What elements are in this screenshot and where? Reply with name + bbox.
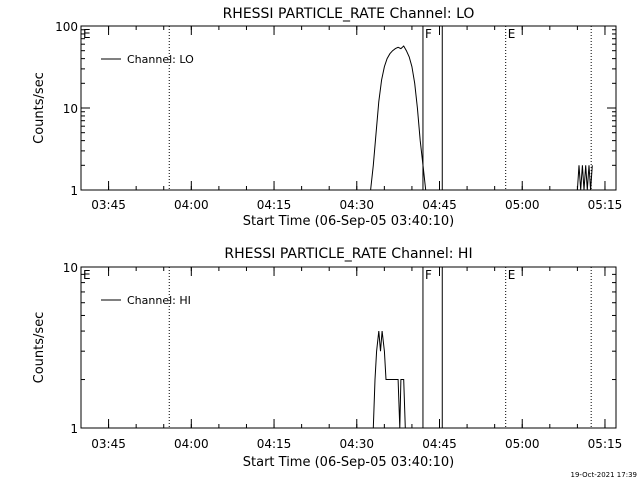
- series-line: [370, 45, 427, 191]
- x-axis-label: Start Time (06-Sep-05 03:40:10): [243, 455, 454, 470]
- y-tick-label: 10: [63, 102, 78, 116]
- y-axis-label: Counts/sec: [32, 72, 47, 144]
- y-axis-label: Counts/sec: [32, 312, 47, 384]
- plot-frame: [80, 266, 617, 429]
- marker-label: F: [425, 27, 432, 41]
- x-tick-label: 04:30: [339, 437, 374, 451]
- marker-label: F: [425, 268, 432, 282]
- x-tick-label: 04:45: [422, 437, 457, 451]
- chart-title: RHESSI PARTICLE_RATE Channel: HI: [224, 246, 472, 262]
- legend-label: Channel: HI: [127, 294, 191, 307]
- x-tick-label: 04:00: [174, 437, 209, 451]
- panel-lo: RHESSI PARTICLE_RATE Channel: LO 1 10 100 Co…: [32, 6, 622, 229]
- marker-label: E: [83, 268, 91, 282]
- y-tick-label: 1: [70, 184, 78, 198]
- series-line: [576, 165, 593, 191]
- series-line: [372, 331, 406, 429]
- legend-label: Channel: LO: [127, 53, 194, 66]
- x-tick-label: 03:45: [91, 198, 126, 212]
- y-tick-label: 1: [70, 422, 78, 436]
- x-axis-label: Start Time (06-Sep-05 03:40:10): [243, 214, 454, 229]
- x-tick-label: 04:15: [257, 437, 292, 451]
- chart-title: RHESSI PARTICLE_RATE Channel: LO: [223, 6, 475, 22]
- marker-label: E: [508, 268, 516, 282]
- x-tick-label: 04:15: [257, 198, 292, 212]
- x-tick-label: 05:15: [588, 437, 623, 451]
- marker-label: E: [508, 27, 516, 41]
- x-tick-label: 04:00: [174, 198, 209, 212]
- x-tick-label: 05:00: [505, 437, 540, 451]
- x-tick-label: 05:00: [505, 198, 540, 212]
- marker-label: E: [83, 27, 91, 41]
- x-tick-label: 04:45: [422, 198, 457, 212]
- panel-hi: RHESSI PARTICLE_RATE Channel: HI 1 10 Count…: [32, 246, 622, 470]
- y-tick-label: 100: [55, 20, 78, 34]
- plot-frame: [80, 25, 617, 191]
- x-tick-label: 03:45: [91, 437, 126, 451]
- x-tick-label: 04:30: [339, 198, 374, 212]
- footer-timestamp: 19-Oct-2021 17:39: [571, 471, 637, 479]
- x-tick-label: 05:15: [588, 198, 623, 212]
- y-tick-label: 10: [63, 261, 78, 275]
